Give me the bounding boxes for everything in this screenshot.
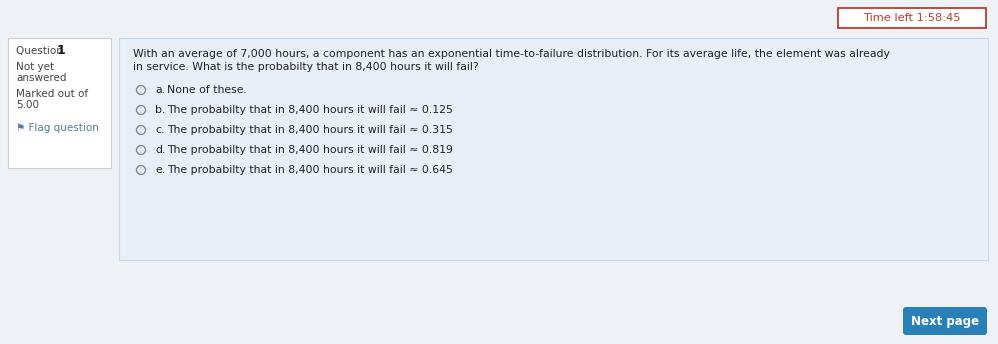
Text: With an average of 7,000 hours, a component has an exponential time-to-failure d: With an average of 7,000 hours, a compon… [133,49,890,59]
Text: The probabilty that in 8,400 hours it will fail ≈ 0.125: The probabilty that in 8,400 hours it wi… [167,105,453,115]
Text: Time left 1:58:45: Time left 1:58:45 [863,13,961,23]
Text: c.: c. [155,125,165,135]
FancyBboxPatch shape [838,8,986,28]
Text: e.: e. [155,165,165,175]
Text: d.: d. [155,145,166,155]
Text: Question: Question [16,46,66,56]
FancyBboxPatch shape [8,38,111,168]
Text: 5.00: 5.00 [16,100,39,110]
Text: 1: 1 [57,44,66,57]
Text: The probabilty that in 8,400 hours it will fail ≈ 0.645: The probabilty that in 8,400 hours it wi… [167,165,453,175]
Text: Not yet: Not yet [16,62,54,72]
Text: answered: answered [16,73,67,83]
Text: in service. What is the probabilty that in 8,400 hours it will fail?: in service. What is the probabilty that … [133,62,479,72]
Text: b.: b. [155,105,166,115]
Text: Marked out of: Marked out of [16,89,88,99]
Text: The probabilty that in 8,400 hours it will fail ≈ 0.819: The probabilty that in 8,400 hours it wi… [167,145,453,155]
Text: a.: a. [155,85,165,95]
Text: ⚑ Flag question: ⚑ Flag question [16,123,99,133]
FancyBboxPatch shape [119,38,988,260]
FancyBboxPatch shape [903,307,987,335]
Text: The probabilty that in 8,400 hours it will fail ≈ 0.315: The probabilty that in 8,400 hours it wi… [167,125,453,135]
Text: None of these.: None of these. [167,85,247,95]
Text: Next page: Next page [911,314,979,327]
